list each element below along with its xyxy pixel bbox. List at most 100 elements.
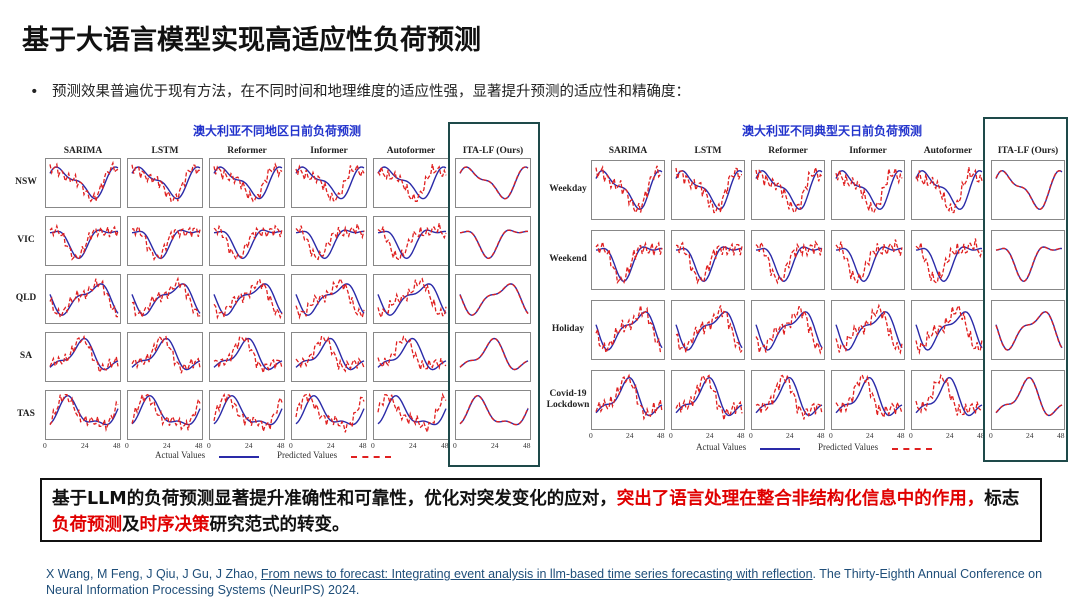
actual-series-line: [915, 169, 983, 210]
actual-series-line: [49, 229, 118, 260]
subplot-svg: [377, 392, 447, 435]
subplot-svg: [131, 335, 201, 374]
left-panel-title: 澳大利亚不同地区日前负荷预测: [193, 124, 362, 138]
subplot: [127, 274, 203, 324]
subplot: [373, 274, 449, 324]
subplot-svg: [459, 283, 529, 317]
predicted-series-line: [49, 278, 119, 319]
actual-series-line: [675, 311, 743, 351]
predicted-series-line: [295, 162, 365, 203]
actual-series-line: [595, 246, 663, 283]
predicted-series-line: [377, 392, 447, 435]
actual-series-line: [835, 311, 903, 351]
subplot-svg: [213, 392, 283, 432]
x-tick-label: 24: [491, 441, 499, 450]
column-header: ITA-LF (Ours): [462, 146, 524, 156]
subplot-svg: [595, 241, 663, 285]
subplot-svg: [295, 223, 365, 261]
predicted-series-line: [131, 335, 201, 374]
row-label: Covid-19 Lockdown: [546, 389, 590, 410]
subplot-svg: [835, 239, 903, 284]
subplot: [373, 216, 449, 266]
subplot-svg: [49, 223, 119, 261]
predicted-series-line: [915, 167, 983, 214]
actual-series-line: [915, 246, 983, 283]
subplot-svg: [131, 393, 201, 431]
x-tick-label: 24: [327, 441, 335, 450]
predicted-series-line: [835, 239, 903, 284]
x-tick-label: 48: [195, 441, 203, 450]
x-tick-label: 0: [829, 431, 833, 440]
predicted-series-line: [377, 335, 447, 370]
actual-series-line: [131, 166, 201, 200]
subplot-svg: [755, 164, 823, 214]
slide-title: 基于大语言模型实现高适应性负荷预测: [22, 25, 481, 56]
subplot: [291, 390, 367, 440]
summary-highlight: 突出了语言处理在整合非结构化信息中的作用，: [616, 489, 985, 509]
column-header: LSTM: [151, 146, 179, 156]
predicted-series-line: [995, 170, 1063, 210]
actual-series-line: [915, 311, 983, 351]
x-tick-label: 24: [163, 441, 171, 450]
subplot-svg: [131, 276, 201, 320]
x-tick-label: 48: [657, 431, 665, 440]
actual-series-line: [295, 229, 364, 260]
subplot-svg: [915, 167, 983, 214]
actual-series-line: [377, 166, 447, 200]
subplot: [751, 160, 825, 220]
subplot: [831, 230, 905, 290]
predicted-series-line: [675, 167, 743, 214]
predicted-series-line: [915, 373, 983, 416]
subplot-svg: [675, 374, 743, 421]
subplot: [455, 390, 531, 440]
subplot: [209, 216, 285, 266]
subplot: [127, 390, 203, 440]
subplot-svg: [213, 335, 283, 373]
predicted-series-line: [835, 374, 903, 420]
legend-actual-label: Actual Values: [155, 450, 206, 460]
column-header: Informer: [310, 146, 348, 156]
row-label: TAS: [17, 409, 35, 419]
predicted-series-line: [377, 222, 447, 261]
subplot: [373, 390, 449, 440]
subplot: [291, 274, 367, 324]
subplot: [209, 274, 285, 324]
subplot-svg: [915, 373, 983, 417]
actual-series-line: [295, 166, 365, 200]
predicted-series-line: [755, 240, 823, 285]
actual-series-line: [755, 311, 823, 351]
x-tick-label: 0: [125, 441, 129, 450]
summary-highlight: 负荷预测: [52, 515, 122, 535]
predicted-series-line: [377, 163, 447, 202]
predicted-series-line: [835, 168, 903, 214]
subplot: [671, 230, 745, 290]
reference-venue: . The Thirty-Eighth Annual Conference on…: [46, 567, 1043, 597]
predicted-series-line: [295, 223, 365, 261]
actual-series-line: [49, 166, 119, 200]
x-tick-label: 0: [453, 441, 457, 450]
x-tick-label: 24: [409, 441, 417, 450]
x-tick-label: 48: [737, 431, 745, 440]
x-tick-label: 24: [245, 441, 253, 450]
x-tick-label: 24: [706, 431, 714, 440]
reference-paper-link[interactable]: From news to forecast: Integrating event…: [260, 567, 813, 581]
predicted-series-line: [995, 311, 1063, 351]
subplot: [45, 274, 121, 324]
actual-series-line: [755, 376, 823, 417]
subplot-svg: [675, 167, 743, 214]
subplot-svg: [213, 279, 283, 320]
row-label: SA: [19, 351, 33, 361]
row-label: Holiday: [551, 324, 585, 334]
predicted-series-line: [459, 229, 529, 259]
subplot-svg: [49, 160, 119, 203]
legend-predicted-label: Predicted Values: [818, 442, 879, 452]
row-label: Weekend: [549, 254, 587, 264]
predicted-series-line: [295, 277, 365, 320]
row-label: Weekday: [549, 184, 587, 194]
subplot-svg: [377, 222, 447, 261]
bullet-point: • 预测效果普遍优于现有方法，在不同时间和地理维度的适应性强，显著提升预测的适应性…: [30, 80, 690, 101]
x-tick-label: 48: [1057, 431, 1065, 440]
x-tick-label: 24: [866, 431, 874, 440]
actual-series-line: [213, 166, 283, 200]
actual-series-line: [377, 283, 447, 317]
